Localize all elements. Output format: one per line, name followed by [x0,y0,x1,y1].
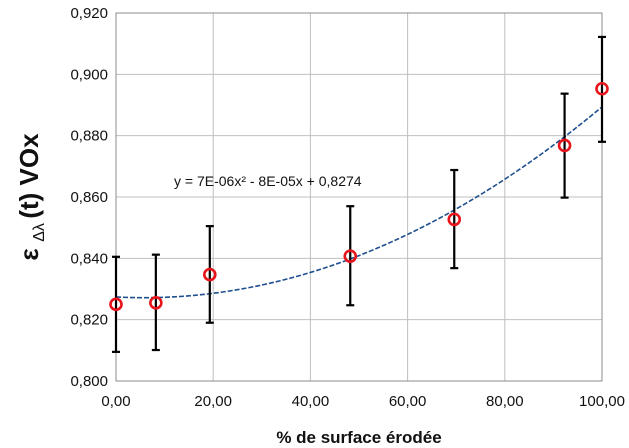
plot-area-border [115,12,603,382]
x-tick-label-5: 100,00 [579,393,625,410]
trendline-equation: y = 7E-06x² - 8E-05x + 0,8274 [174,173,362,189]
error-bars [112,35,606,353]
trendline-curve [115,106,603,299]
x-tick-labels: 0,00 20,00 40,00 60,00 80,00 100,00 [101,393,625,410]
y-tick-label-2: 0,840 [70,250,108,267]
y-tick-label-0: 0,800 [70,373,108,390]
y-tick-labels: 0,800 0,820 0,840 0,860 0,880 0,900 0,920 [70,5,108,390]
x-tick-label-2: 40,00 [292,393,330,410]
y-axis-title: ε Δλ (t) VOx [14,133,48,261]
data-points [109,81,609,312]
x-tick-label-3: 60,00 [389,393,427,410]
trendline-group [115,106,603,299]
data-point-0 [109,297,123,312]
x-tick-label-1: 20,00 [194,393,232,410]
y-tick-label-4: 0,880 [70,128,108,145]
data-point-5 [557,138,572,153]
grid-lines [115,12,603,382]
y-tick-label-1: 0,820 [70,312,108,329]
data-point-3 [343,249,358,263]
data-point-1 [149,295,163,310]
data-point-6 [595,81,609,96]
y-axis-title-symbol: ε [14,248,44,260]
x-tick-label-4: 80,00 [486,393,524,410]
y-tick-label-5: 0,900 [70,66,108,83]
data-point-2 [202,267,217,282]
y-axis-title-rest: (t) VOx [14,133,44,219]
y-axis-title-subscript: Δλ [31,223,48,242]
data-point-4 [447,212,462,227]
y-tick-label-3: 0,860 [70,189,108,206]
x-axis-title: % de surface érodée [276,428,441,447]
x-tick-label-0: 0,00 [101,393,130,410]
y-tick-label-6: 0,920 [70,5,108,22]
